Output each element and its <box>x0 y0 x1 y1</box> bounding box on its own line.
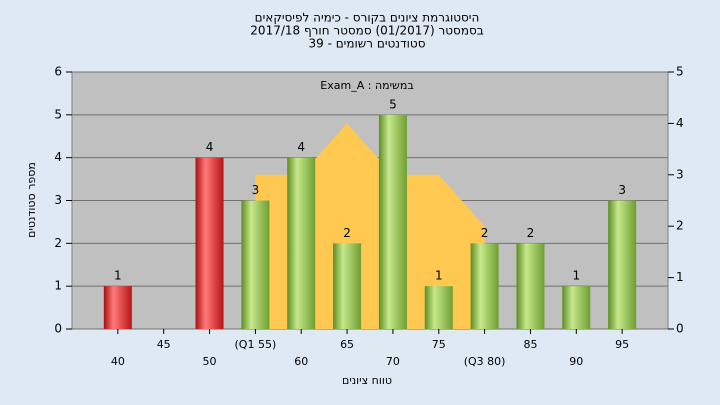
value-label: 1 <box>114 269 122 283</box>
bar <box>562 286 591 329</box>
value-label: 4 <box>206 140 214 154</box>
x-tick-label: 90 <box>569 355 583 368</box>
x-tick-label: 40 <box>111 355 125 368</box>
y2-tick-label: 4 <box>676 116 684 130</box>
y-tick-label: 2 <box>54 236 62 250</box>
x-tick-label: 60 <box>294 355 308 368</box>
x-tick-label: 75 <box>432 338 446 351</box>
value-label: 5 <box>389 97 397 111</box>
bar <box>424 286 453 329</box>
y2-tick-label: 2 <box>676 219 684 233</box>
x-tick-label: 95 <box>615 338 629 351</box>
chart-title: היסטוגרמת ציונים בקורס - כימיה לפיסיקאים <box>255 11 480 25</box>
x-tick-label: 45 <box>157 338 171 351</box>
y-tick-label: 5 <box>54 107 62 121</box>
x-tick-label: (Q3 80) <box>464 355 506 368</box>
chart-title: 39 - סטודנטים רשומים <box>308 37 425 51</box>
chart-title: בסמסטר (01/2017) סמסטר חורף 2017/18 <box>250 24 483 38</box>
bar <box>378 114 407 329</box>
bar <box>516 243 545 329</box>
y-tick-label: 0 <box>54 322 62 336</box>
value-label: 3 <box>252 183 260 197</box>
value-label: 2 <box>481 226 489 240</box>
value-label: 2 <box>343 226 351 240</box>
bar <box>287 157 316 329</box>
y2-tick-label: 5 <box>676 65 684 79</box>
x-tick-label: 85 <box>523 338 537 351</box>
bar <box>195 157 224 329</box>
value-label: 3 <box>618 183 626 197</box>
y-tick-label: 4 <box>54 150 62 164</box>
x-tick-label: 65 <box>340 338 354 351</box>
y-tick-label: 3 <box>54 193 62 207</box>
bar <box>608 200 637 329</box>
bar <box>470 243 499 329</box>
value-label: 1 <box>572 269 580 283</box>
y2-tick-label: 0 <box>676 322 684 336</box>
value-label: 2 <box>527 226 535 240</box>
value-label: 1 <box>435 269 443 283</box>
bar <box>333 243 362 329</box>
y-axis-label: מספר סטודנטים <box>25 162 38 238</box>
value-label: 4 <box>297 140 305 154</box>
annotation: Exam_A : במשימה <box>320 79 413 92</box>
x-tick-label: (Q1 55) <box>235 338 277 351</box>
bar <box>241 200 270 329</box>
x-tick-label: 70 <box>386 355 400 368</box>
bar <box>103 286 132 329</box>
x-tick-label: 50 <box>203 355 217 368</box>
x-axis-label: טווח ציונים <box>342 374 392 387</box>
y-tick-label: 6 <box>54 65 62 79</box>
y2-tick-label: 3 <box>676 167 684 181</box>
y-tick-label: 1 <box>54 279 62 293</box>
y2-tick-label: 1 <box>676 270 684 284</box>
